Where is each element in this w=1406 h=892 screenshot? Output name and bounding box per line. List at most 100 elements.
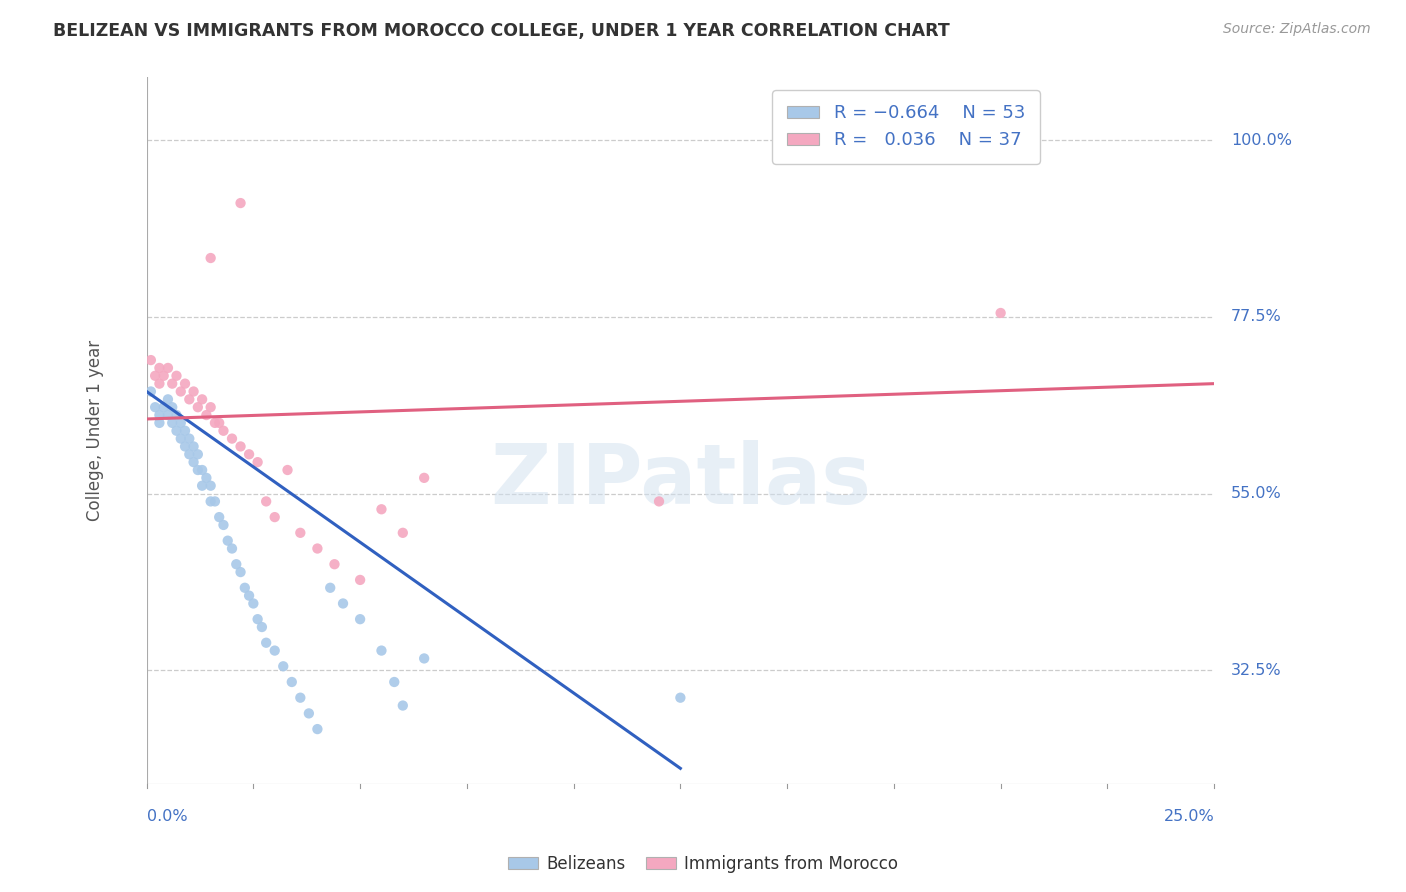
Point bbox=[166, 368, 188, 383]
Point bbox=[254, 494, 277, 508]
Point bbox=[298, 706, 321, 721]
Text: BELIZEAN VS IMMIGRANTS FROM MOROCCO COLLEGE, UNDER 1 YEAR CORRELATION CHART: BELIZEAN VS IMMIGRANTS FROM MOROCCO COLL… bbox=[53, 22, 950, 40]
Point bbox=[413, 471, 436, 485]
Point bbox=[204, 494, 226, 508]
Point bbox=[170, 432, 193, 446]
Point bbox=[187, 447, 209, 461]
Point bbox=[238, 589, 260, 603]
Point bbox=[382, 675, 405, 690]
Point bbox=[242, 597, 264, 611]
Point bbox=[156, 408, 179, 422]
Text: College, Under 1 year: College, Under 1 year bbox=[86, 340, 104, 521]
Point bbox=[233, 581, 256, 595]
Point bbox=[413, 651, 436, 665]
Point bbox=[139, 353, 162, 368]
Point bbox=[250, 620, 273, 634]
Point bbox=[200, 494, 222, 508]
Point bbox=[200, 400, 222, 414]
Point bbox=[195, 471, 218, 485]
Point bbox=[212, 518, 235, 533]
Point bbox=[156, 392, 179, 407]
Point bbox=[152, 368, 174, 383]
Point bbox=[174, 424, 197, 438]
Point bbox=[148, 416, 170, 430]
Point bbox=[229, 565, 252, 579]
Point bbox=[669, 690, 692, 705]
Point bbox=[174, 376, 197, 391]
Point bbox=[212, 424, 235, 438]
Point bbox=[349, 573, 371, 587]
Point bbox=[170, 384, 193, 399]
Point bbox=[200, 251, 222, 265]
Point bbox=[179, 392, 201, 407]
Point bbox=[254, 636, 277, 650]
Point bbox=[187, 400, 209, 414]
Point bbox=[332, 597, 354, 611]
Point bbox=[166, 408, 188, 422]
Point bbox=[195, 408, 218, 422]
Point bbox=[143, 400, 166, 414]
Text: 25.0%: 25.0% bbox=[1163, 809, 1215, 824]
Point bbox=[179, 432, 201, 446]
Text: 55.0%: 55.0% bbox=[1232, 486, 1282, 501]
Point bbox=[200, 479, 222, 493]
Point bbox=[246, 455, 269, 469]
Point bbox=[170, 416, 193, 430]
Text: 0.0%: 0.0% bbox=[146, 809, 187, 824]
Text: 32.5%: 32.5% bbox=[1232, 663, 1282, 678]
Point bbox=[208, 510, 231, 524]
Legend: Belizeans, Immigrants from Morocco: Belizeans, Immigrants from Morocco bbox=[502, 848, 904, 880]
Point bbox=[990, 306, 1012, 320]
Point bbox=[183, 455, 205, 469]
Point bbox=[160, 400, 183, 414]
Text: 100.0%: 100.0% bbox=[1232, 133, 1292, 148]
Text: 77.5%: 77.5% bbox=[1232, 310, 1282, 325]
Point bbox=[148, 360, 170, 375]
Point bbox=[143, 368, 166, 383]
Point bbox=[290, 525, 312, 540]
Point bbox=[191, 463, 214, 477]
Point bbox=[148, 376, 170, 391]
Point bbox=[183, 384, 205, 399]
Point bbox=[221, 432, 243, 446]
Point bbox=[276, 463, 298, 477]
Point bbox=[156, 360, 179, 375]
Point bbox=[204, 416, 226, 430]
Point bbox=[307, 722, 329, 736]
Point bbox=[229, 440, 252, 454]
Point bbox=[391, 698, 413, 713]
Point bbox=[648, 494, 671, 508]
Point bbox=[263, 510, 285, 524]
Point bbox=[183, 440, 205, 454]
Legend: R = −0.664    N = 53, R =   0.036    N = 37: R = −0.664 N = 53, R = 0.036 N = 37 bbox=[772, 90, 1039, 164]
Point bbox=[139, 384, 162, 399]
Point bbox=[349, 612, 371, 626]
Point bbox=[246, 612, 269, 626]
Point bbox=[166, 424, 188, 438]
Point bbox=[290, 690, 312, 705]
Text: ZIPatlas: ZIPatlas bbox=[489, 440, 870, 521]
Point bbox=[370, 502, 392, 516]
Point bbox=[152, 400, 174, 414]
Point bbox=[208, 416, 231, 430]
Point bbox=[179, 447, 201, 461]
Point bbox=[229, 196, 252, 211]
Point bbox=[191, 392, 214, 407]
Point bbox=[225, 558, 247, 572]
Point bbox=[307, 541, 329, 556]
Point bbox=[187, 463, 209, 477]
Point bbox=[148, 408, 170, 422]
Point bbox=[271, 659, 294, 673]
Text: Source: ZipAtlas.com: Source: ZipAtlas.com bbox=[1223, 22, 1371, 37]
Point bbox=[160, 416, 183, 430]
Point bbox=[263, 643, 285, 657]
Point bbox=[370, 643, 392, 657]
Point bbox=[238, 447, 260, 461]
Point bbox=[221, 541, 243, 556]
Point bbox=[281, 675, 304, 690]
Point bbox=[217, 533, 239, 548]
Point bbox=[323, 558, 346, 572]
Point bbox=[160, 376, 183, 391]
Point bbox=[391, 525, 413, 540]
Point bbox=[319, 581, 342, 595]
